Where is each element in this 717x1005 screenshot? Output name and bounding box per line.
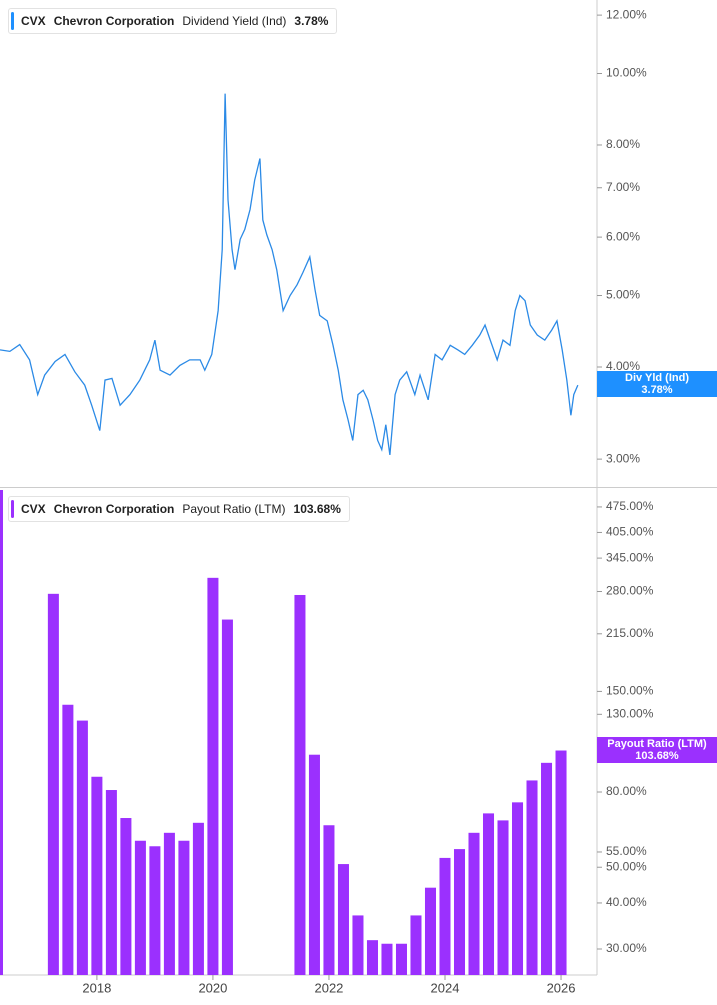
bar — [76, 720, 88, 975]
bar — [105, 790, 117, 975]
bar — [62, 704, 74, 975]
legend: CVX Chevron Corporation Dividend Yield (… — [8, 8, 338, 34]
bar — [163, 832, 175, 975]
bar — [497, 820, 509, 975]
y-tick-label: 4.00% — [606, 359, 640, 373]
bar — [323, 825, 335, 975]
bar — [91, 776, 103, 975]
bar — [482, 813, 495, 975]
y-tick-label: 475.00% — [606, 499, 654, 513]
bar — [555, 750, 567, 975]
y-tick-label: 130.00% — [606, 706, 654, 720]
bar — [352, 915, 364, 975]
latest-value: 3.78% — [294, 14, 329, 28]
bar — [149, 846, 161, 975]
company: Chevron Corporation — [53, 502, 175, 516]
legend: CVX Chevron Corporation Payout Ratio (LT… — [8, 496, 350, 522]
bar — [47, 593, 59, 975]
bar — [221, 619, 233, 975]
y-tick-label: 40.00% — [606, 895, 647, 909]
ticker: CVX — [21, 14, 46, 28]
last-value-marker: Payout Ratio (LTM) 103.68% — [597, 736, 717, 763]
y-tick-label: 3.00% — [606, 451, 640, 465]
bar — [134, 840, 146, 975]
y-tick-label: 50.00% — [606, 859, 647, 873]
bar — [337, 864, 349, 975]
panel-edge — [0, 490, 3, 975]
last-value-marker: Div Yld (Ind) 3.78% — [597, 371, 717, 398]
latest-value: 103.68% — [293, 502, 341, 516]
x-tick-label: 2026 — [547, 980, 576, 995]
y-tick-label: 345.00% — [606, 550, 654, 564]
y-tick-label: 10.00% — [606, 66, 647, 80]
y-tick-label: 5.00% — [606, 288, 640, 302]
legend-strip — [11, 500, 14, 518]
legend-strip — [11, 12, 14, 30]
bar — [439, 857, 451, 975]
y-tick-label: 30.00% — [606, 941, 647, 955]
bar — [308, 754, 320, 975]
bar — [207, 577, 219, 975]
y-tick-label: 12.00% — [606, 7, 647, 21]
marker-value: 103.68% — [635, 749, 679, 762]
bar — [468, 832, 480, 975]
x-tick-label: 2020 — [198, 980, 227, 995]
bar — [366, 940, 378, 975]
bar — [294, 594, 306, 975]
bar — [541, 762, 553, 975]
marker-value: 3.78% — [641, 384, 673, 397]
y-tick-label: 150.00% — [606, 684, 654, 698]
x-tick-label: 2022 — [314, 980, 343, 995]
bar — [395, 943, 407, 975]
x-tick-label: 2018 — [82, 980, 111, 995]
marker-label: Div Yld (Ind) — [625, 372, 689, 385]
line — [0, 93, 579, 455]
y-tick-label: 6.00% — [606, 229, 640, 243]
bar — [512, 802, 524, 975]
x-tick-label: 2024 — [431, 980, 460, 995]
y-tick-label: 55.00% — [606, 844, 647, 858]
y-tick-label: 280.00% — [606, 584, 654, 598]
bar — [192, 822, 204, 975]
bar — [381, 943, 393, 975]
bar — [410, 915, 422, 975]
y-tick-label: 215.00% — [606, 626, 654, 640]
bar — [120, 818, 132, 975]
y-tick-label: 8.00% — [606, 137, 640, 151]
bar — [453, 849, 466, 975]
ticker: CVX — [21, 502, 46, 516]
metric: Dividend Yield (Ind) — [182, 14, 287, 28]
bar — [424, 887, 437, 975]
bar — [178, 840, 190, 975]
y-tick-label: 80.00% — [606, 784, 647, 798]
bar — [526, 780, 538, 975]
y-tick-label: 7.00% — [606, 180, 640, 194]
marker-label: Payout Ratio (LTM) — [607, 737, 707, 750]
y-tick-label: 405.00% — [606, 525, 654, 539]
company: Chevron Corporation — [53, 14, 175, 28]
metric: Payout Ratio (LTM) — [182, 502, 286, 516]
